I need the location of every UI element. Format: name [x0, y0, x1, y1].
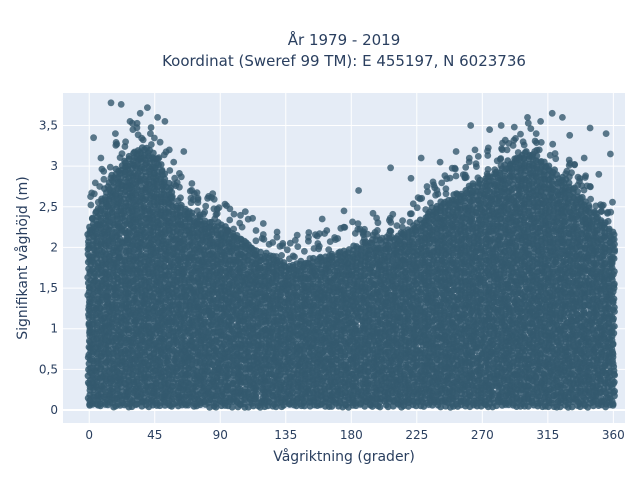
data-point	[228, 403, 236, 411]
data-point	[117, 175, 124, 183]
data-point	[168, 188, 176, 196]
data-point	[236, 362, 244, 369]
data-points	[84, 99, 618, 411]
data-point	[264, 376, 272, 384]
data-point	[112, 165, 120, 173]
data-point	[157, 161, 165, 168]
data-point	[88, 355, 96, 363]
data-point	[116, 235, 124, 243]
